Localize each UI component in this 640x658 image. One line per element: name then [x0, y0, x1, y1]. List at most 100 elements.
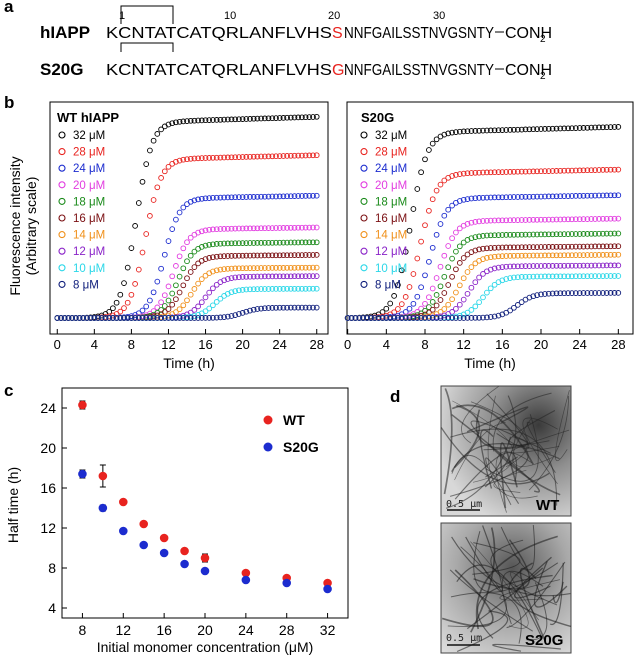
- s20g-point: [511, 168, 517, 175]
- wt-plot-frame: [49, 101, 329, 335]
- wt-point: [276, 265, 283, 271]
- s20g-point: [449, 273, 455, 280]
- wt-point: [302, 264, 309, 271]
- wt-point: [291, 285, 298, 292]
- s20g-point: [615, 166, 622, 173]
- s20g-point: [503, 127, 510, 133]
- halftime-point-s20g: [78, 469, 87, 479]
- s20g-point: [534, 252, 540, 259]
- wt-point: [287, 304, 294, 311]
- wt-point: [247, 307, 253, 314]
- s20g-point: [433, 315, 440, 321]
- s20g-point: [395, 282, 401, 288]
- s20g-point: [545, 273, 552, 280]
- wt-point: [191, 307, 198, 313]
- s20g-point: [603, 166, 610, 173]
- wt-point: [269, 265, 276, 271]
- s20g-point: [491, 265, 498, 272]
- s20g-point: [511, 304, 517, 311]
- s20g-point: [402, 315, 409, 321]
- wt-point: [228, 275, 235, 281]
- s20g-point: [572, 273, 579, 280]
- s20g-point: [484, 194, 490, 201]
- s20g-point: [437, 221, 444, 227]
- wt-point: [287, 239, 294, 246]
- wt-point: [299, 264, 305, 271]
- wt-point: [173, 216, 179, 223]
- s20g-point: [522, 168, 529, 175]
- s20g-point: [453, 129, 459, 135]
- fibril: [456, 564, 542, 636]
- panel-c: c Half time (h) Initial monomer concentr…: [4, 381, 349, 655]
- wt-point: [165, 315, 172, 321]
- wt-point: [310, 114, 316, 120]
- wt-point: [217, 240, 224, 247]
- s20g-point: [480, 256, 486, 262]
- wt-point: [239, 310, 246, 316]
- s20g-point: [518, 244, 525, 251]
- wt-point: [269, 193, 276, 200]
- s20g-point: [545, 231, 552, 238]
- s20g-point: [557, 290, 564, 297]
- wt-point: [258, 115, 264, 122]
- wt-point: [191, 264, 198, 270]
- fibril: [552, 581, 564, 604]
- wt-point: [206, 289, 213, 296]
- wt-point: [224, 154, 231, 161]
- s20g-point: [476, 195, 482, 201]
- s20g-legend-label-16-m: 16 μM: [375, 213, 407, 225]
- fibril: [555, 390, 570, 462]
- s20g-legend-label-18-m: 18 μM: [375, 196, 407, 208]
- wt-point: [276, 239, 283, 246]
- wt-point: [143, 315, 150, 321]
- s20g-legend-label-24-m: 24 μM: [375, 163, 407, 175]
- s20g-point: [534, 168, 540, 175]
- s20g-point: [580, 125, 587, 131]
- wt-point: [250, 225, 257, 232]
- wt-point: [165, 163, 172, 170]
- s20g-point: [588, 252, 595, 258]
- wt-point: [150, 137, 157, 144]
- halftime-xtick-label-28: 28: [279, 622, 295, 638]
- wt-point: [299, 239, 305, 246]
- wt-point: [161, 303, 168, 309]
- wt-point: [202, 315, 209, 321]
- wt-point: [195, 280, 201, 287]
- s20g-point: [402, 294, 409, 300]
- s20g-point: [472, 234, 479, 240]
- s20g-point: [588, 167, 595, 174]
- s20g-point: [480, 314, 486, 321]
- wt-point: [180, 282, 187, 289]
- s20g-point: [542, 216, 548, 223]
- fibril: [441, 569, 494, 627]
- wt-point: [139, 307, 146, 314]
- wt-point: [210, 226, 216, 233]
- s20g-point: [584, 192, 591, 199]
- s20g-point: [456, 171, 463, 177]
- wt-point: [132, 315, 138, 321]
- s20g-point: [580, 231, 587, 237]
- panel-label-c: c: [4, 381, 13, 400]
- s20g-point: [576, 252, 583, 258]
- s20g-legend-label-28-m: 28 μM: [375, 147, 407, 159]
- s20g-xtick-label-16: 16: [495, 337, 509, 352]
- s20g-point: [429, 244, 436, 251]
- wt-point: [284, 252, 290, 259]
- wt-point: [206, 195, 213, 201]
- s20g-point: [464, 196, 471, 202]
- wt-point: [243, 194, 250, 200]
- wt-point: [113, 299, 120, 306]
- s20g-point: [437, 283, 444, 290]
- s20g-point: [433, 136, 440, 143]
- s20g-point: [538, 126, 544, 132]
- s20g-point: [445, 301, 452, 308]
- wt-xtick-label-20: 20: [235, 337, 249, 352]
- s20g-point: [611, 262, 618, 269]
- s20g-point: [538, 291, 544, 298]
- wt-point: [258, 225, 264, 232]
- wt-point: [302, 273, 309, 280]
- wt-point: [236, 274, 242, 281]
- s20g-point: [476, 246, 482, 253]
- wt-xtick-label-16: 16: [198, 337, 212, 352]
- wt-point: [228, 240, 235, 247]
